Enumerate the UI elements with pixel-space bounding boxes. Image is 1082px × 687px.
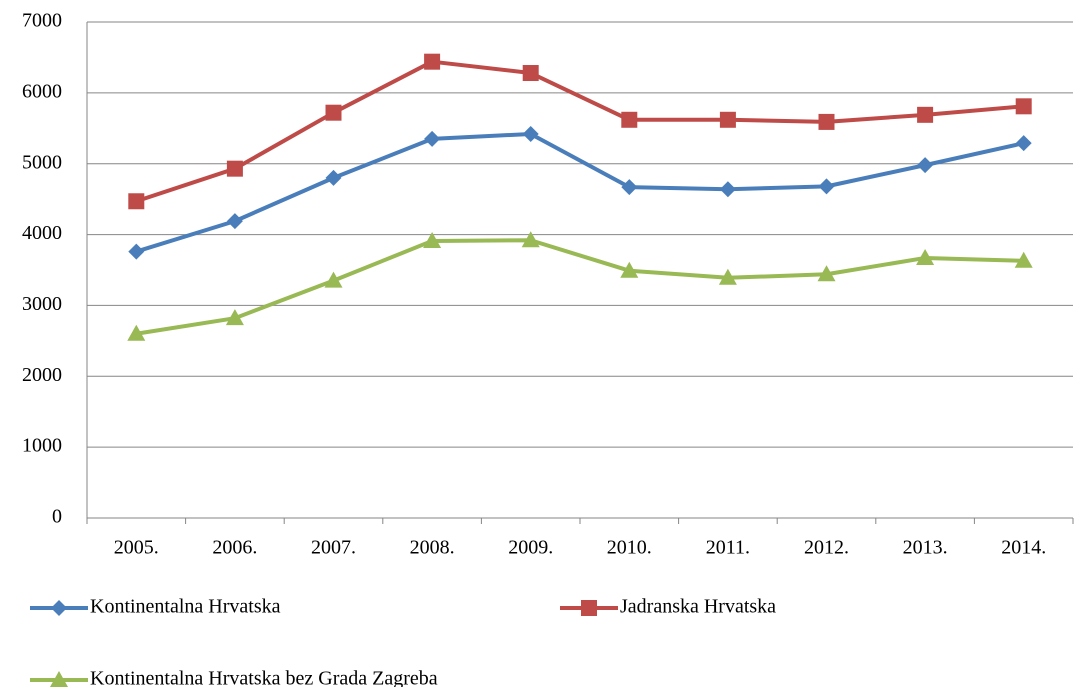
y-tick-label: 4000 <box>22 222 62 244</box>
x-tick-label: 2010. <box>607 537 652 559</box>
series-line <box>135 238 1024 336</box>
point <box>325 169 342 186</box>
y-tick-label: 7000 <box>22 10 62 32</box>
point <box>324 271 343 288</box>
x-tick-label: 2013. <box>903 537 948 559</box>
x-tick-label: 2008. <box>410 537 455 559</box>
point <box>621 179 638 196</box>
point <box>522 65 539 82</box>
point <box>127 324 146 341</box>
x-tick-label: 2007. <box>311 537 356 559</box>
point <box>225 309 244 326</box>
y-tick-label: 5000 <box>22 151 62 173</box>
legend-label: Kontinentalna Hrvatska bez Grada Zagreba <box>90 668 438 687</box>
series-line <box>135 59 1024 204</box>
point <box>719 111 736 128</box>
y-tick-label: 0 <box>52 506 62 528</box>
point <box>917 106 934 123</box>
legend-marker <box>581 600 597 616</box>
point <box>621 111 638 128</box>
point <box>128 243 145 260</box>
point <box>916 248 935 265</box>
y-tick-label: 1000 <box>22 435 62 457</box>
y-tick-label: 2000 <box>22 364 62 386</box>
point <box>424 53 441 70</box>
x-tick-label: 2014. <box>1001 537 1046 559</box>
point <box>719 181 736 198</box>
point <box>424 130 441 147</box>
y-tick-label: 6000 <box>22 80 62 102</box>
point <box>818 178 835 195</box>
point <box>1015 98 1032 115</box>
point <box>521 231 540 248</box>
legend-marker <box>50 671 68 687</box>
y-tick-label: 3000 <box>22 293 62 315</box>
point <box>226 213 243 230</box>
point <box>917 157 934 174</box>
point <box>818 113 835 130</box>
point <box>522 125 539 142</box>
x-tick-label: 2011. <box>706 537 750 559</box>
legend-marker <box>51 600 67 616</box>
point <box>423 231 442 248</box>
point <box>718 268 737 285</box>
point <box>1015 135 1032 152</box>
x-tick-label: 2006. <box>212 537 257 559</box>
legend-label: Kontinentalna Hrvatska <box>90 596 281 618</box>
point <box>325 104 342 121</box>
legend-label: Jadranska Hrvatska <box>620 596 776 618</box>
point <box>817 265 836 282</box>
point <box>226 160 243 177</box>
x-tick-label: 2009. <box>508 537 553 559</box>
point <box>128 193 145 210</box>
series-line <box>135 131 1025 254</box>
point <box>620 261 639 278</box>
point <box>1014 251 1033 268</box>
x-tick-label: 2005. <box>114 537 159 559</box>
x-tick-label: 2012. <box>804 537 849 559</box>
